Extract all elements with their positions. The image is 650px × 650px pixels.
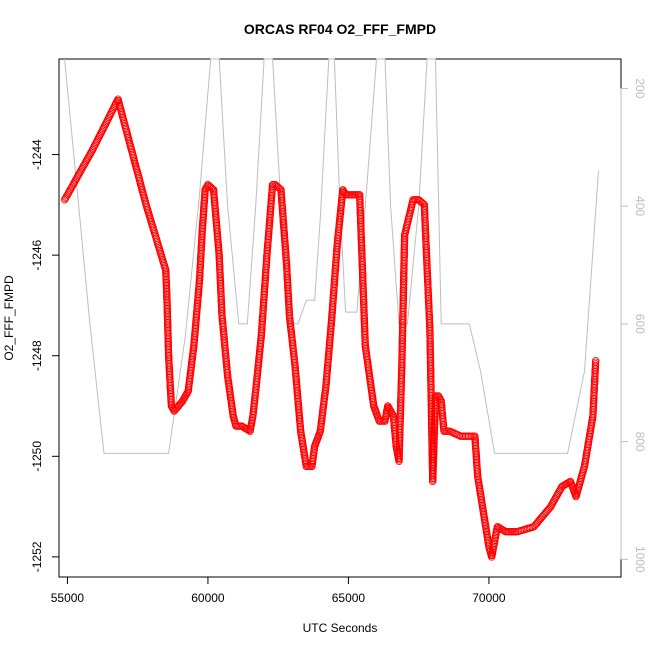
y2-tick-label: 200 bbox=[633, 78, 647, 98]
data-point bbox=[389, 411, 397, 419]
x-axis-label: UTC Seconds bbox=[303, 621, 378, 635]
points-layer bbox=[60, 95, 600, 561]
y-tick-label: -1252 bbox=[30, 541, 44, 572]
chart-title: ORCAS RF04 O2_FFF_FMPD bbox=[244, 21, 436, 37]
y-axis: -1252 -1250 -1248 -1246 -1244 bbox=[30, 139, 60, 572]
data-point bbox=[546, 504, 554, 512]
x-tick-label: 70000 bbox=[472, 591, 506, 605]
data-point bbox=[245, 426, 253, 435]
y2-tick-label: 1000 bbox=[633, 546, 647, 573]
x-tick-label: 60000 bbox=[191, 591, 225, 605]
y-tick-label: -1244 bbox=[30, 139, 44, 170]
y2-tick-label: 600 bbox=[633, 314, 647, 334]
data-point bbox=[545, 505, 553, 513]
y2-tick-label: 400 bbox=[633, 196, 647, 216]
y-axis-label: O2_FFF_FMPD bbox=[2, 275, 16, 361]
x-tick-label: 55000 bbox=[51, 591, 85, 605]
data-point bbox=[436, 396, 445, 404]
y2-tick-label: 800 bbox=[633, 432, 647, 452]
data-point bbox=[242, 425, 251, 433]
x-tick-label: 65000 bbox=[332, 591, 366, 605]
secondary-series-line bbox=[64, 58, 599, 454]
secondary-y-axis: 200 400 600 800 1000 bbox=[620, 78, 647, 573]
data-point bbox=[498, 525, 506, 534]
data-point bbox=[563, 479, 571, 488]
x-axis: 55000 60000 65000 70000 bbox=[51, 576, 506, 605]
data-point bbox=[418, 199, 426, 207]
secondary-line-layer bbox=[64, 58, 599, 454]
data-point bbox=[592, 357, 600, 365]
y-tick-label: -1248 bbox=[30, 340, 44, 371]
y-tick-label: -1246 bbox=[30, 239, 44, 270]
plot-frame bbox=[58, 58, 622, 578]
data-point bbox=[564, 479, 572, 487]
y-tick-label: -1250 bbox=[30, 441, 44, 472]
